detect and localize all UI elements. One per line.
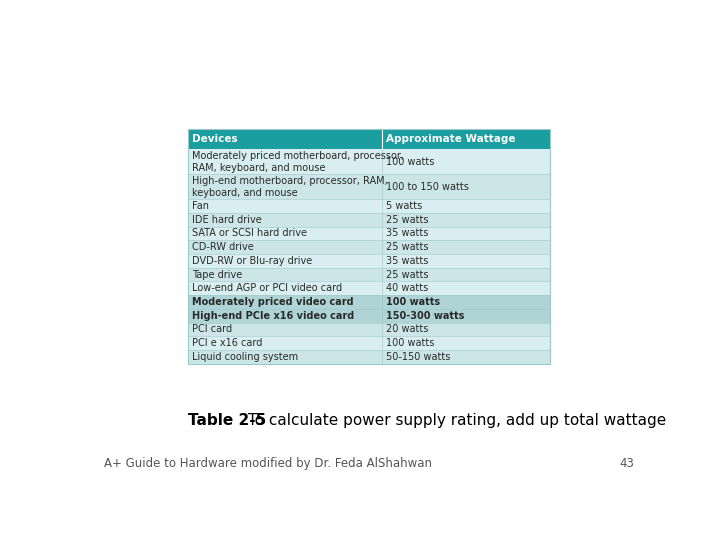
Bar xyxy=(188,129,550,149)
Text: Tape drive: Tape drive xyxy=(192,269,242,280)
Text: IDE hard drive: IDE hard drive xyxy=(192,215,261,225)
Text: Moderately priced motherboard, processor,
RAM, keyboard, and mouse: Moderately priced motherboard, processor… xyxy=(192,151,403,173)
Text: Table 2-5: Table 2-5 xyxy=(188,413,266,428)
Text: 100 watts: 100 watts xyxy=(386,297,440,307)
Text: 100 watts: 100 watts xyxy=(386,157,434,167)
Text: High-end PCIe x16 video card: High-end PCIe x16 video card xyxy=(192,310,354,321)
Text: Devices: Devices xyxy=(192,134,237,144)
Text: 150-300 watts: 150-300 watts xyxy=(386,310,464,321)
Text: Fan: Fan xyxy=(192,201,209,211)
Bar xyxy=(188,268,550,281)
Text: 40 watts: 40 watts xyxy=(386,284,428,293)
Text: PCI card: PCI card xyxy=(192,325,232,334)
Text: 25 watts: 25 watts xyxy=(386,242,428,252)
Text: CD-RW drive: CD-RW drive xyxy=(192,242,253,252)
Bar xyxy=(188,199,550,213)
Text: 5 watts: 5 watts xyxy=(386,201,422,211)
Bar xyxy=(188,309,550,322)
Text: Liquid cooling system: Liquid cooling system xyxy=(192,352,297,362)
Bar xyxy=(188,295,550,309)
Bar xyxy=(188,240,550,254)
Text: 100 watts: 100 watts xyxy=(386,338,434,348)
Bar xyxy=(188,322,550,336)
Text: 25 watts: 25 watts xyxy=(386,269,428,280)
Text: 25 watts: 25 watts xyxy=(386,215,428,225)
Text: 35 watts: 35 watts xyxy=(386,256,428,266)
Bar xyxy=(188,174,550,199)
Text: 100 to 150 watts: 100 to 150 watts xyxy=(386,181,469,192)
Bar xyxy=(188,149,550,174)
Text: High-end motherboard, processor, RAM,
keyboard, and mouse: High-end motherboard, processor, RAM, ke… xyxy=(192,176,387,198)
Bar xyxy=(188,281,550,295)
Bar xyxy=(188,213,550,227)
Text: Low-end AGP or PCI video card: Low-end AGP or PCI video card xyxy=(192,284,342,293)
Bar xyxy=(188,254,550,268)
Text: To calculate power supply rating, add up total wattage: To calculate power supply rating, add up… xyxy=(243,413,666,428)
Text: SATA or SCSI hard drive: SATA or SCSI hard drive xyxy=(192,228,307,238)
Text: 43: 43 xyxy=(619,457,634,470)
Text: PCI e x16 card: PCI e x16 card xyxy=(192,338,262,348)
Bar xyxy=(188,227,550,240)
Text: DVD-RW or Blu-ray drive: DVD-RW or Blu-ray drive xyxy=(192,256,312,266)
Text: Moderately priced video card: Moderately priced video card xyxy=(192,297,354,307)
Bar xyxy=(188,336,550,350)
Text: Approximate Wattage: Approximate Wattage xyxy=(386,134,515,144)
Text: 50-150 watts: 50-150 watts xyxy=(386,352,450,362)
Text: 35 watts: 35 watts xyxy=(386,228,428,238)
Text: A+ Guide to Hardware modified by Dr. Feda AlShahwan: A+ Guide to Hardware modified by Dr. Fed… xyxy=(104,457,432,470)
Bar xyxy=(188,350,550,364)
Text: 20 watts: 20 watts xyxy=(386,325,428,334)
